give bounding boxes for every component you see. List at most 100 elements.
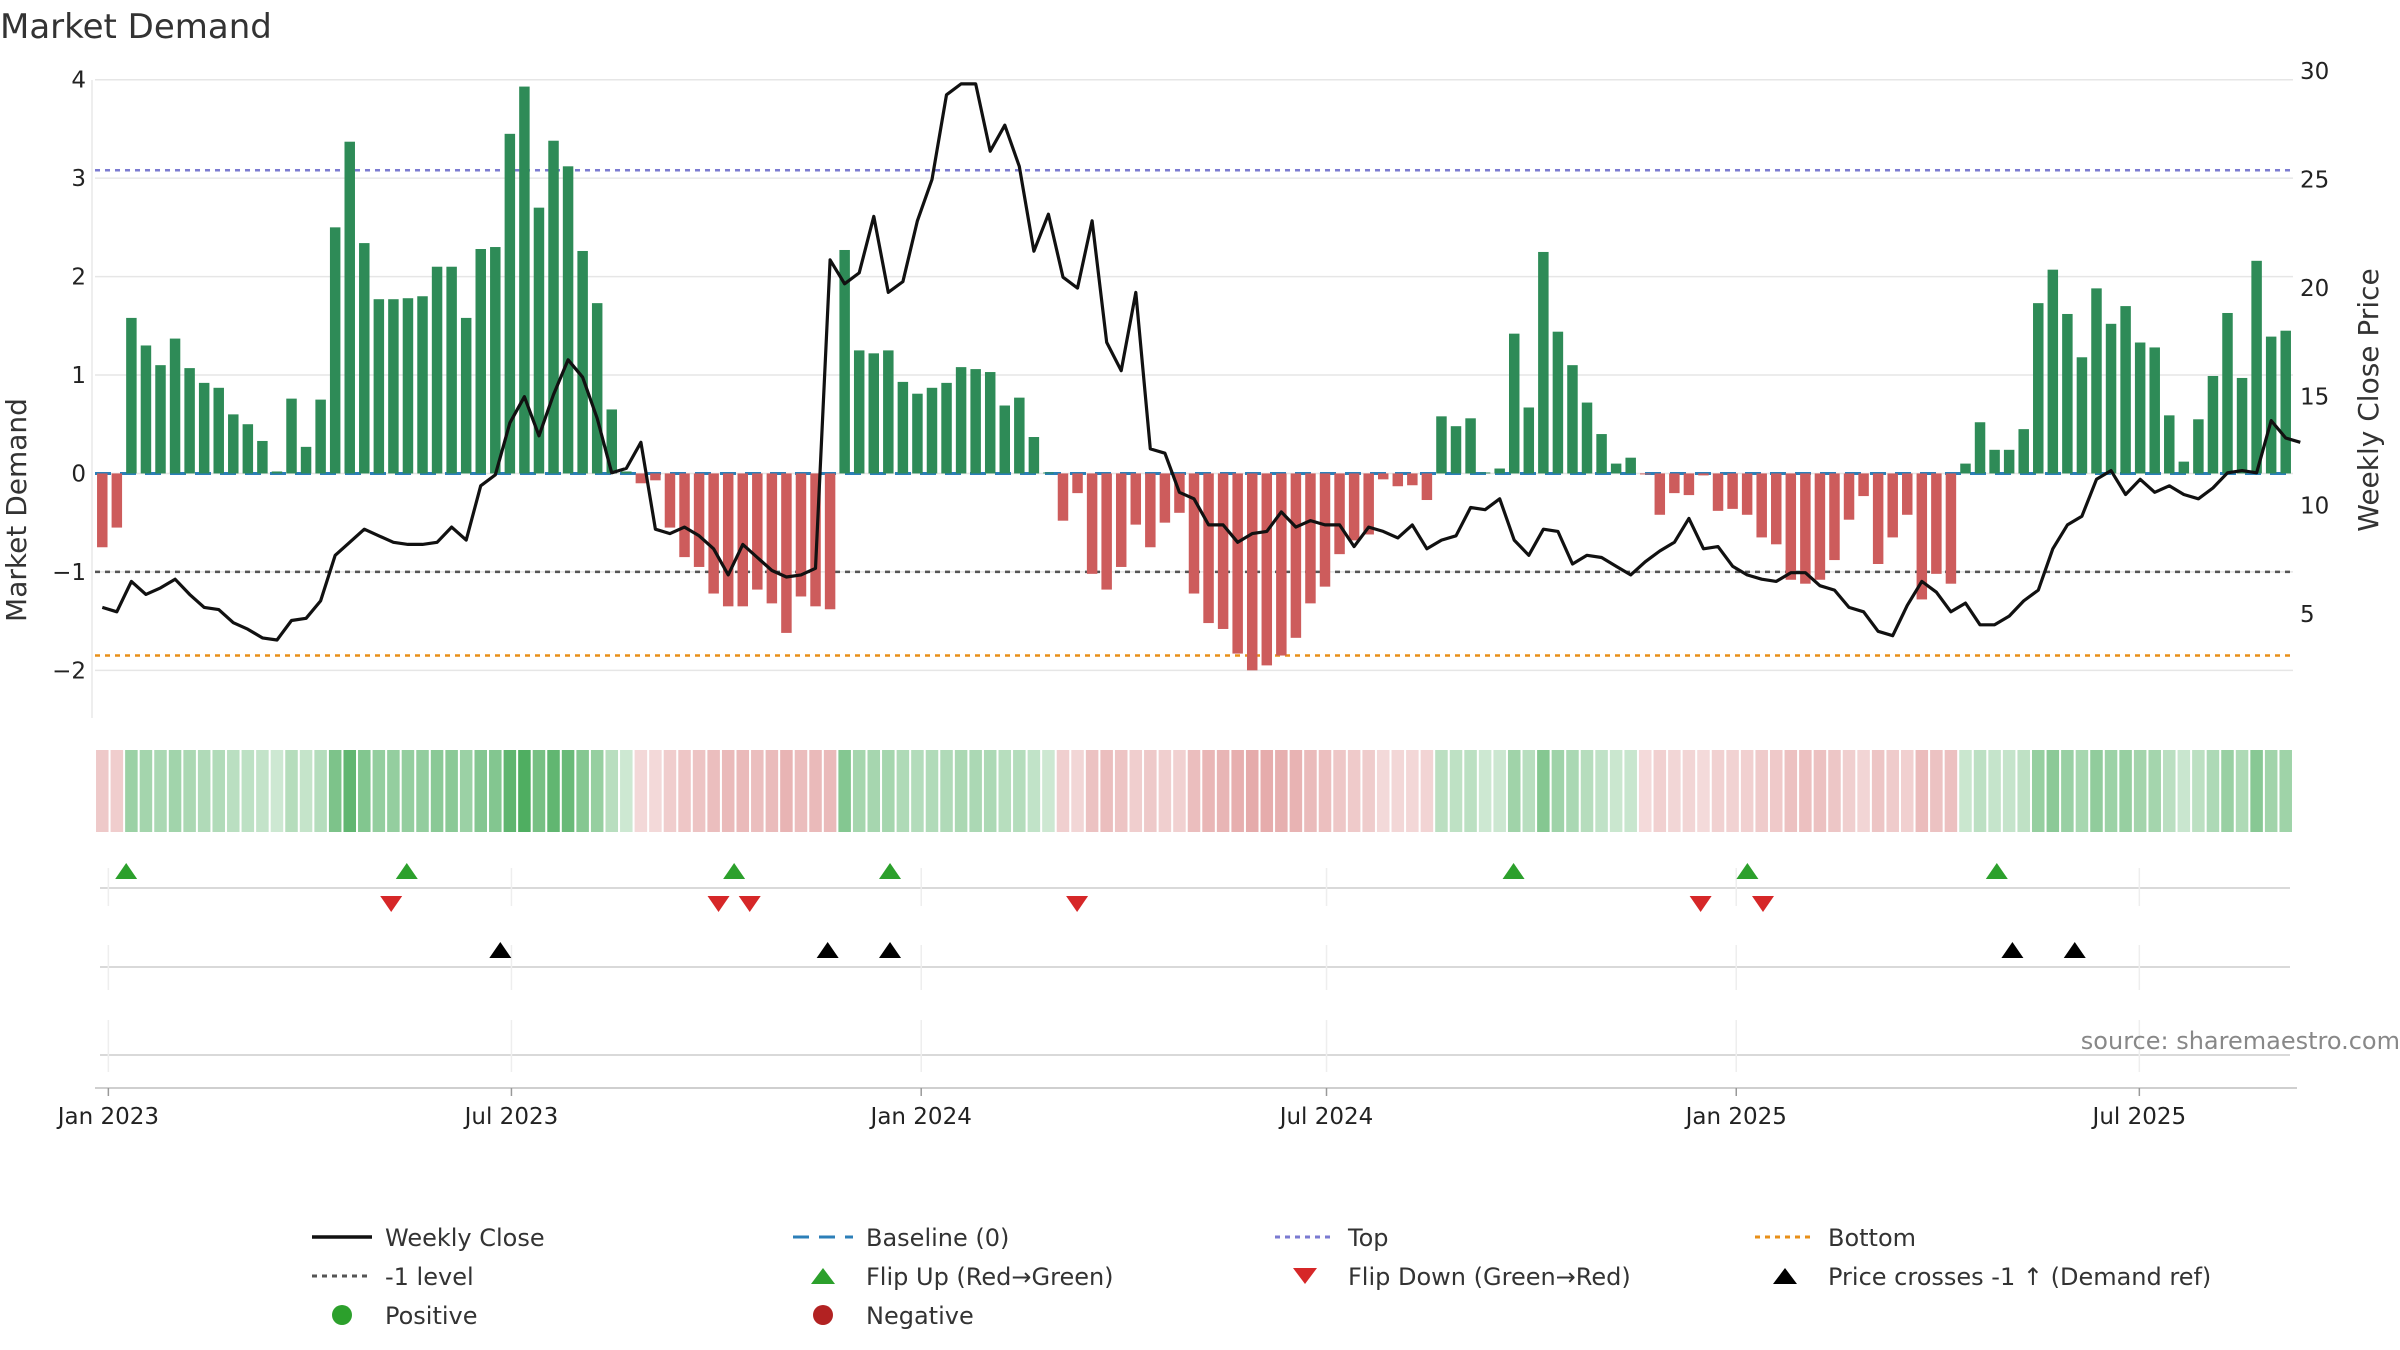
demand-bar xyxy=(126,317,137,474)
y-axis-label-left: Market Demand xyxy=(0,398,33,622)
heat-cell xyxy=(954,750,968,832)
demand-bar xyxy=(198,382,210,474)
demand-bar xyxy=(184,368,195,474)
heat-cell xyxy=(1799,750,1812,832)
heat-cell xyxy=(561,750,575,832)
demand-bar xyxy=(693,473,705,567)
heat-cell xyxy=(154,750,167,832)
demand-bar xyxy=(2149,347,2160,474)
heat-cell xyxy=(2206,750,2220,832)
heat-cell xyxy=(212,750,225,832)
demand-bar xyxy=(1596,434,1607,474)
demand-bar xyxy=(359,243,370,474)
demand-bar xyxy=(1654,473,1666,515)
demand-bar xyxy=(1538,251,1549,474)
price-cross-marker xyxy=(489,942,512,958)
demand-bar xyxy=(431,266,443,474)
heat-cell xyxy=(358,750,371,832)
demand-bar xyxy=(562,166,574,474)
heat-cell xyxy=(1653,750,1667,832)
demand-bar xyxy=(504,133,516,474)
demand-bar xyxy=(2120,306,2131,474)
legend-item: Positive xyxy=(332,1302,478,1330)
flip-up-marker xyxy=(395,863,418,879)
demand-bar xyxy=(1043,472,1054,474)
demand-bar xyxy=(1101,473,1112,590)
heat-cell xyxy=(1202,750,1215,832)
heat-cell xyxy=(1871,750,1885,832)
heat-cell xyxy=(882,750,895,832)
heat-cell xyxy=(387,750,400,832)
heat-cell xyxy=(2002,750,2016,832)
heat-cell xyxy=(1900,750,1914,832)
y-tick-left: −2 xyxy=(52,658,86,684)
demand-bar xyxy=(824,473,836,610)
demand-bar xyxy=(766,473,778,604)
demand-bar xyxy=(1902,473,1913,515)
heat-cell xyxy=(911,750,924,832)
demand-bar xyxy=(2207,375,2219,474)
x-tick-label: Jan 2025 xyxy=(1684,1104,1787,1130)
demand-bar xyxy=(1741,473,1753,515)
demand-bar xyxy=(490,247,501,474)
heat-cell xyxy=(1362,750,1375,832)
demand-bar xyxy=(111,473,123,528)
heat-cell xyxy=(1915,750,1929,832)
heat-cell xyxy=(1071,750,1084,832)
heat-cell xyxy=(998,750,1012,832)
demand-bars xyxy=(97,86,2291,671)
heat-cell xyxy=(940,750,953,832)
demand-bar xyxy=(577,250,588,474)
heat-cell xyxy=(1551,750,1565,832)
demand-bar xyxy=(97,473,108,548)
heat-cell xyxy=(1100,750,1113,832)
heat-cell xyxy=(634,750,648,832)
demand-bar xyxy=(1421,473,1433,501)
price-cross-marker xyxy=(816,942,839,958)
heat-cell xyxy=(489,750,502,832)
heat-cell xyxy=(620,750,633,832)
heat-cell xyxy=(605,750,619,832)
demand-bar xyxy=(1319,473,1331,587)
heat-cell xyxy=(1347,750,1361,832)
heat-cell xyxy=(1595,750,1608,832)
demand-bar xyxy=(169,338,181,474)
y-tick-right: 15 xyxy=(2300,385,2329,411)
demand-bar xyxy=(1872,473,1884,564)
flip-up-marker xyxy=(723,863,746,879)
heat-cell xyxy=(1056,750,1070,832)
demand-bar xyxy=(2047,269,2059,474)
demand-bar xyxy=(1188,473,1200,594)
y-axis-label-right: Weekly Close Price xyxy=(2352,268,2385,531)
demand-bar xyxy=(1552,331,1564,474)
heat-cell xyxy=(1173,750,1186,832)
flip-down-marker xyxy=(380,896,403,912)
flip-up-marker xyxy=(1736,863,1759,879)
demand-bar xyxy=(1581,402,1593,474)
heat-cell xyxy=(2133,750,2147,832)
legend-label: Flip Up (Red→Green) xyxy=(866,1263,1114,1291)
demand-bar xyxy=(2178,461,2190,474)
flip-up-marker xyxy=(1502,863,1525,879)
heat-cell xyxy=(969,750,982,832)
demand-bar xyxy=(752,473,763,590)
heat-cell xyxy=(1886,750,1899,832)
legend-label: Positive xyxy=(385,1302,478,1330)
heat-cell xyxy=(2177,750,2191,832)
heat-cell xyxy=(678,750,691,832)
demand-bar xyxy=(1669,473,1680,494)
demand-bar xyxy=(271,471,283,474)
heat-cell xyxy=(1114,750,1128,832)
demand-bar xyxy=(1858,473,1869,497)
demand-bar xyxy=(839,249,850,474)
demand-bar xyxy=(722,473,734,607)
demand-bar xyxy=(1130,473,1142,525)
demand-bar xyxy=(1261,473,1273,666)
heat-cell xyxy=(2264,750,2278,832)
demand-bar xyxy=(2091,288,2102,474)
demand-bar xyxy=(2134,342,2146,474)
heat-cell xyxy=(168,750,182,832)
demand-bar xyxy=(1436,416,1447,474)
demand-heat-strip xyxy=(96,750,2292,832)
